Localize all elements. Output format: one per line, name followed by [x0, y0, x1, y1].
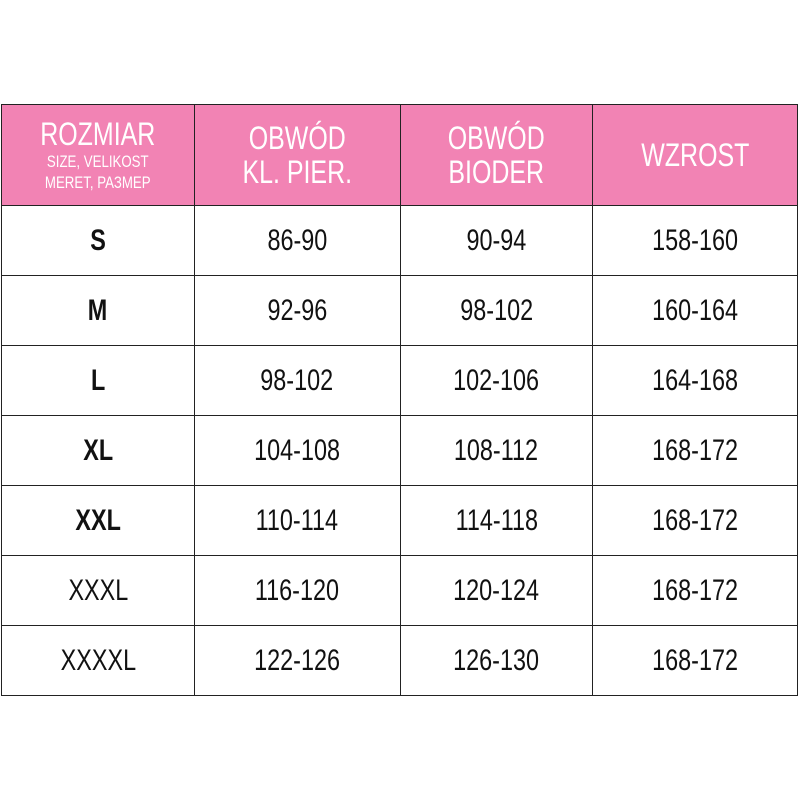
- size-cell: XXXXL: [1, 625, 195, 696]
- chest-cell: 98-102: [193, 345, 401, 416]
- size-cell: S: [1, 205, 195, 276]
- chest-cell: 86-90: [193, 205, 401, 276]
- chest-cell: 116-120: [193, 555, 401, 626]
- hips-cell: 108-112: [399, 415, 594, 486]
- height-cell-text: 158-160: [652, 223, 739, 257]
- chest-cell-text: 92-96: [267, 293, 328, 327]
- table-row: L 98-102 102-106 164-168: [1, 345, 798, 416]
- chest-cell-text: 98-102: [260, 363, 334, 397]
- hips-cell: 102-106: [399, 345, 594, 416]
- chest-cell: 104-108: [193, 415, 401, 486]
- table-row: XXXXL 122-126 126-130 168-172: [1, 625, 798, 696]
- table-row: XL 104-108 108-112 168-172: [1, 415, 798, 486]
- hips-cell-text: 90-94: [466, 223, 527, 257]
- hips-cell-text: 102-106: [453, 363, 540, 397]
- height-cell-text: 168-172: [652, 503, 739, 537]
- size-cell-text: XXXXL: [60, 643, 136, 677]
- height-cell-text: 168-172: [652, 573, 739, 607]
- height-cell: 168-172: [592, 555, 798, 626]
- header-chest-line2: KL. PIER.: [242, 154, 352, 190]
- height-cell: 160-164: [592, 275, 798, 346]
- header-chest: OBWÓD KL. PIER.: [193, 104, 401, 206]
- size-cell-text: XXXL: [67, 573, 128, 607]
- header-size: ROZMIAR SIZE, VELIKOST MERET, РАЗМЕР: [1, 104, 195, 206]
- size-cell: XXL: [1, 485, 195, 556]
- hips-cell-text: 108-112: [454, 433, 539, 467]
- hips-cell-text: 126-130: [453, 643, 540, 677]
- size-cell: XXXL: [1, 555, 195, 626]
- chest-cell: 122-126: [193, 625, 401, 696]
- height-cell: 164-168: [592, 345, 798, 416]
- chest-cell-text: 110-114: [255, 503, 339, 537]
- size-cell-text: XXL: [75, 503, 121, 537]
- height-cell-text: 164-168: [652, 363, 739, 397]
- header-hips: OBWÓD BIODER: [399, 104, 594, 206]
- chest-cell-text: 116-120: [255, 573, 340, 607]
- size-cell: L: [1, 345, 195, 416]
- height-cell: 168-172: [592, 625, 798, 696]
- chest-cell: 110-114: [193, 485, 401, 556]
- height-cell: 158-160: [592, 205, 798, 276]
- height-cell-text: 168-172: [652, 433, 739, 467]
- header-size-sub2: MERET, РАЗМЕР: [45, 173, 151, 192]
- hips-cell: 126-130: [399, 625, 594, 696]
- header-row: ROZMIAR SIZE, VELIKOST MERET, РАЗМЕР OBWÓD…: [1, 104, 798, 206]
- table-row: XXL 110-114 114-118 168-172: [1, 485, 798, 556]
- chest-cell-text: 104-108: [254, 433, 341, 467]
- header-hips-line1: OBWÓD: [447, 120, 545, 156]
- table-row: S 86-90 90-94 158-160: [1, 205, 798, 276]
- header-hips-line2: BIODER: [448, 154, 545, 190]
- size-cell-text: XL: [82, 433, 113, 467]
- chest-cell: 92-96: [193, 275, 401, 346]
- height-cell: 168-172: [592, 415, 798, 486]
- hips-cell: 114-118: [399, 485, 594, 556]
- header-chest-line1: OBWÓD: [248, 120, 346, 156]
- size-cell-text: S: [90, 223, 106, 257]
- chest-cell-text: 86-90: [267, 223, 328, 257]
- chest-cell-text: 122-126: [254, 643, 341, 677]
- size-cell-text: L: [90, 363, 106, 397]
- header-size-title: ROZMIAR: [40, 116, 156, 152]
- hips-cell-text: 114-118: [455, 503, 538, 537]
- header-size-sub1: SIZE, VELIKOST: [47, 152, 149, 171]
- size-cell: M: [1, 275, 195, 346]
- table-row: M 92-96 98-102 160-164: [1, 275, 798, 346]
- size-cell-text: M: [88, 293, 108, 327]
- hips-cell-text: 120-124: [453, 573, 540, 607]
- size-chart-table: ROZMIAR SIZE, VELIKOST MERET, РАЗМЕР OBWÓD…: [1, 104, 798, 696]
- hips-cell: 98-102: [399, 275, 594, 346]
- header-height: WZROST: [592, 104, 798, 206]
- height-cell-text: 168-172: [652, 643, 739, 677]
- table-row: XXXL 116-120 120-124 168-172: [1, 555, 798, 626]
- height-cell: 168-172: [592, 485, 798, 556]
- hips-cell: 90-94: [399, 205, 594, 276]
- hips-cell: 120-124: [399, 555, 594, 626]
- height-cell-text: 160-164: [652, 293, 739, 327]
- size-cell: XL: [1, 415, 195, 486]
- hips-cell-text: 98-102: [459, 293, 533, 327]
